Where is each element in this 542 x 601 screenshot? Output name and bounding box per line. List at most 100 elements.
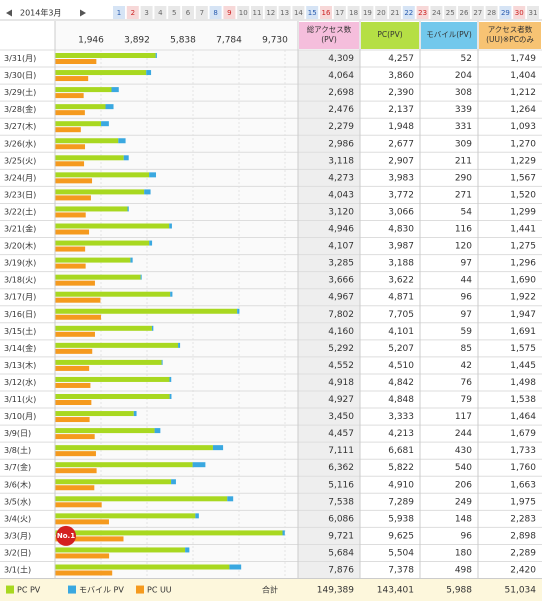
pc-pv-bar [55,104,106,110]
pc-pv-bar [55,359,162,365]
day-link[interactable]: 28 [487,9,496,17]
day-link[interactable]: 22 [404,9,413,17]
day-box[interactable] [237,6,250,19]
x-tick-label: 9,730 [262,36,288,46]
day-link[interactable]: 25 [446,9,455,17]
pc-pv-bar [55,376,170,382]
day-box[interactable] [402,6,415,19]
day-link[interactable]: 21 [391,9,400,17]
day-link[interactable]: 1 [117,9,121,17]
day-box[interactable] [375,6,388,19]
day-box[interactable] [195,6,208,19]
day-link[interactable]: 14 [294,9,303,17]
pc-uu-bar [55,280,95,286]
day-link[interactable]: 15 [308,9,317,17]
day-link[interactable]: 12 [266,9,275,17]
day-link[interactable]: 10 [239,9,248,17]
date-label: 3/12(水) [4,377,36,387]
day-link[interactable]: 4 [158,9,163,17]
day-box[interactable] [485,6,498,19]
day-box[interactable] [430,6,443,19]
day-box[interactable] [209,6,222,19]
day-box[interactable] [168,6,181,19]
table-cell: 5,116 [328,480,354,490]
day-box[interactable] [154,6,167,19]
column-header: PC(PV) [377,30,402,39]
day-box[interactable] [333,6,346,19]
day-link[interactable]: 6 [186,9,191,17]
day-box[interactable] [527,6,539,19]
day-link[interactable]: 20 [377,9,386,17]
date-label: 3/2(日) [4,548,31,557]
table-cell: 2,390 [388,88,414,98]
day-link[interactable]: 17 [335,9,344,17]
table-cell: 206 [455,480,472,490]
day-link[interactable]: 9 [227,9,231,17]
day-link[interactable]: 24 [432,9,441,17]
legend-label: PC UU [147,586,172,595]
day-box[interactable] [389,6,401,19]
table-cell: 204 [455,71,472,81]
day-link[interactable]: 13 [280,9,289,17]
day-link[interactable]: 11 [253,9,262,17]
day-link[interactable]: 18 [349,9,358,17]
day-link[interactable]: 2 [131,9,135,17]
day-box[interactable] [458,6,470,19]
day-box[interactable] [182,6,194,19]
pc-pv-bar [55,530,283,536]
day-box[interactable] [223,6,236,19]
day-box[interactable] [347,6,360,19]
day-box[interactable] [499,6,512,19]
date-label: 3/26(水) [4,138,36,148]
day-box[interactable] [471,6,484,19]
pc-pv-bar [55,291,171,297]
pc-pv-bar [55,87,112,93]
day-box[interactable] [278,6,291,19]
day-link[interactable]: 19 [363,9,372,17]
day-box[interactable] [113,6,125,19]
day-link[interactable]: 8 [213,9,217,17]
table-cell: 3,118 [328,156,354,166]
day-link[interactable]: 7 [200,9,204,17]
day-box[interactable] [416,6,429,19]
pc-uu-bar [55,400,92,405]
day-link[interactable]: 3 [144,9,148,17]
next-month[interactable] [80,9,86,17]
prev-month[interactable] [6,9,12,17]
mobile-pv-bar [169,394,172,399]
day-box[interactable] [513,6,526,19]
day-box[interactable] [292,6,305,19]
day-box[interactable] [306,6,319,19]
date-label: 3/15(土) [4,326,36,336]
table-cell: 3,450 [328,412,354,422]
day-box[interactable] [251,6,263,19]
table-cell: 1,229 [510,156,536,166]
day-box[interactable] [264,6,277,19]
badge-label: No.1 [57,532,75,540]
day-link[interactable]: 26 [460,9,469,17]
day-link[interactable]: 16 [322,9,331,17]
table-cell: 4,457 [328,429,354,439]
day-box[interactable] [140,6,153,19]
table-cell: 44 [461,276,473,286]
day-link[interactable]: 5 [172,9,176,17]
total-col-bg [298,50,360,579]
table-cell: 1,538 [510,395,536,405]
day-box[interactable] [320,6,332,19]
pc-uu-bar [55,93,84,99]
day-link[interactable]: 30 [515,9,524,17]
mobile-pv-bar [127,206,129,212]
x-tick-label: 1,946 [78,36,104,46]
day-link[interactable]: 29 [501,9,510,17]
pc-pv-bar [55,411,134,417]
day-box[interactable] [126,6,139,19]
day-link[interactable]: 27 [473,9,482,17]
table-cell: 1,947 [510,310,536,320]
pc-uu-bar [55,348,93,354]
day-link[interactable]: 23 [418,9,427,17]
pc-pv-bar [55,428,155,434]
day-box[interactable] [444,6,457,19]
day-link[interactable]: 31 [529,9,538,17]
day-box[interactable] [361,6,374,19]
pc-pv-bar [55,257,131,263]
